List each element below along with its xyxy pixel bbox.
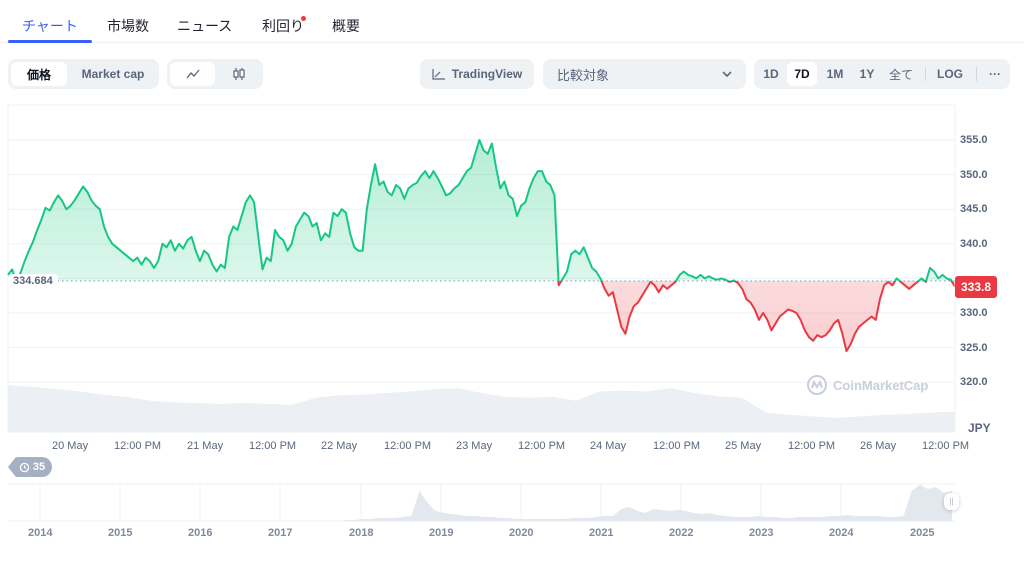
chart-type-toggle <box>167 59 263 89</box>
range-1d-button[interactable]: 1D <box>763 67 779 81</box>
history-clock-icon <box>19 462 30 472</box>
nav-year-tick: 2018 <box>349 527 374 539</box>
divider <box>976 67 977 81</box>
y-tick: 345.0 <box>960 203 988 215</box>
history-count: 35 <box>32 461 46 473</box>
nav-year-tick: 2015 <box>108 527 133 539</box>
range-all-button[interactable]: 全て <box>888 67 913 82</box>
coinmarketcap-logo-icon <box>807 375 827 395</box>
metric-toggle: 価格 Market cap <box>8 59 159 89</box>
notification-dot <box>301 16 306 21</box>
log-scale-button[interactable]: LOG <box>937 67 963 81</box>
tradingview-label: TradingView <box>451 67 523 81</box>
current-price-badge: 333.8 <box>955 276 997 298</box>
y-tick: 320.0 <box>960 376 988 388</box>
compare-placeholder: 比較対象 <box>557 67 610 83</box>
active-tab-indicator <box>8 40 92 43</box>
price-line <box>7 139 956 353</box>
x-tick: 12:00 PM <box>114 440 162 452</box>
nav-year-tick: 2025 <box>910 527 935 539</box>
nav-year-tick: 2014 <box>28 527 53 539</box>
compare-select[interactable]: 比較対象 <box>543 59 746 89</box>
x-tick: 12:00 PM <box>384 440 432 452</box>
nav-year-tick: 2023 <box>749 527 774 539</box>
tradingview-button[interactable]: TradingView <box>420 59 534 89</box>
x-tick: 20 May <box>52 440 89 452</box>
range-1y-button[interactable]: 1Y <box>859 67 875 81</box>
nav-year-tick: 2020 <box>509 527 534 539</box>
tab-chart[interactable]: チャート <box>22 18 78 34</box>
more-options-button[interactable]: ··· <box>989 67 1001 81</box>
x-tick: 12:00 PM <box>249 440 297 452</box>
tab-news[interactable]: ニュース <box>177 18 233 34</box>
x-tick: 24 May <box>590 440 627 452</box>
x-tick: 12:00 PM <box>922 440 970 452</box>
volume-bars <box>8 385 955 432</box>
nav-year-tick: 2016 <box>188 527 213 539</box>
range-1m-button[interactable]: 1M <box>826 67 844 81</box>
tab-yield[interactable]: 利回り <box>262 18 304 34</box>
coinmarketcap-watermark: CoinMarketCap <box>806 374 928 396</box>
nav-year-tick: 2017 <box>268 527 293 539</box>
price-toggle-button[interactable]: 価格 <box>11 62 67 86</box>
x-tick: 22 May <box>321 440 358 452</box>
tab-overview[interactable]: 概要 <box>332 18 360 34</box>
candlestick-chart-button[interactable] <box>217 62 260 86</box>
nav-year-tick: 2024 <box>829 527 854 539</box>
x-tick: 12:00 PM <box>653 440 701 452</box>
baseline-price-label: 334.684 <box>8 274 58 288</box>
x-tick: 26 May <box>860 440 897 452</box>
line-chart-icon <box>185 69 199 79</box>
tradingview-chart-icon <box>432 69 445 80</box>
market-cap-toggle-button[interactable]: Market cap <box>81 67 145 81</box>
y-tick: 325.0 <box>960 342 988 354</box>
candlestick-icon <box>232 68 245 80</box>
line-chart-button[interactable] <box>170 62 215 86</box>
x-tick: 12:00 PM <box>518 440 566 452</box>
price-area <box>8 140 955 352</box>
tab-bar: チャート 市場数 ニュース 利回り 概要 <box>0 0 1024 43</box>
nav-year-tick: 2022 <box>669 527 694 539</box>
watermark-text: CoinMarketCap <box>833 377 929 393</box>
y-tick: 350.0 <box>960 169 988 181</box>
x-tick: 25 May <box>725 440 762 452</box>
time-range-selector: 1D 7D 1M 1Y 全て LOG ··· <box>754 59 1010 89</box>
y-tick: 340.0 <box>960 238 988 250</box>
x-tick: 12:00 PM <box>788 440 836 452</box>
y-tick: 355.0 <box>960 134 988 146</box>
y-tick: 330.0 <box>960 307 988 319</box>
nav-year-tick: 2019 <box>429 527 454 539</box>
history-badge[interactable]: 35 <box>8 457 52 477</box>
x-tick: 21 May <box>187 440 224 452</box>
nav-year-tick: 2021 <box>589 527 614 539</box>
navigator[interactable] <box>8 483 955 522</box>
currency-label: JPY <box>968 421 991 435</box>
x-tick: 23 May <box>456 440 493 452</box>
tab-markets[interactable]: 市場数 <box>107 18 149 34</box>
divider <box>925 67 926 81</box>
chevron-down-icon <box>722 71 732 78</box>
navigator-drag-handle[interactable]: || <box>944 493 959 510</box>
range-7d-button[interactable]: 7D <box>787 62 817 86</box>
